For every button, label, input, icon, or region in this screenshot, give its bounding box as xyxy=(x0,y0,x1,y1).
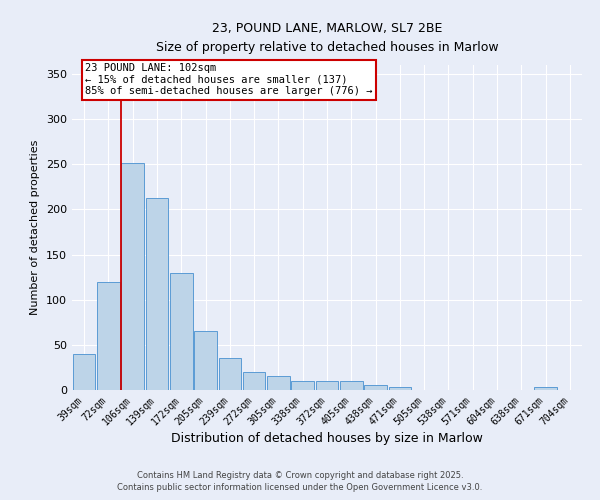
X-axis label: Distribution of detached houses by size in Marlow: Distribution of detached houses by size … xyxy=(171,432,483,446)
Title: 23, POUND LANE, MARLOW, SL7 2BE
Size of property relative to detached houses in : 23, POUND LANE, MARLOW, SL7 2BE Size of … xyxy=(155,22,499,54)
Bar xyxy=(194,332,217,390)
Bar xyxy=(364,386,387,390)
Bar xyxy=(267,376,290,390)
Bar xyxy=(292,381,314,390)
Bar xyxy=(73,354,95,390)
Bar xyxy=(170,272,193,390)
Bar xyxy=(218,358,241,390)
Bar xyxy=(389,388,411,390)
Bar xyxy=(534,388,557,390)
Text: Contains HM Land Registry data © Crown copyright and database right 2025.
Contai: Contains HM Land Registry data © Crown c… xyxy=(118,471,482,492)
Bar xyxy=(316,381,338,390)
Text: 23 POUND LANE: 102sqm
← 15% of detached houses are smaller (137)
85% of semi-det: 23 POUND LANE: 102sqm ← 15% of detached … xyxy=(85,63,373,96)
Bar xyxy=(243,372,265,390)
Y-axis label: Number of detached properties: Number of detached properties xyxy=(31,140,40,315)
Bar xyxy=(121,162,144,390)
Bar xyxy=(340,381,362,390)
Bar xyxy=(97,282,120,390)
Bar xyxy=(146,198,168,390)
